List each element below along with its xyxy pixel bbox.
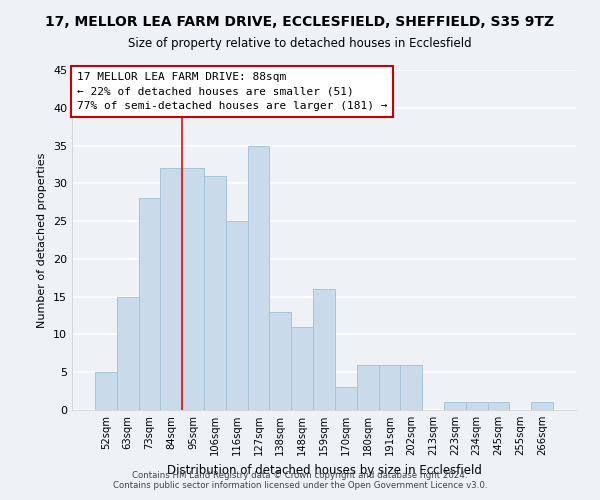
Bar (313, 289, 335, 410)
X-axis label: Distribution of detached houses by size in Ecclesfield: Distribution of detached houses by size … (167, 464, 481, 476)
Bar (335, 388, 357, 410)
Bar (182, 168, 204, 410)
Bar (248, 146, 269, 410)
Bar (379, 364, 400, 410)
Bar (291, 327, 313, 410)
Bar (204, 176, 226, 410)
Bar (269, 312, 291, 410)
Bar (444, 402, 466, 410)
Text: 17 MELLOR LEA FARM DRIVE: 88sqm
← 22% of detached houses are smaller (51)
77% of: 17 MELLOR LEA FARM DRIVE: 88sqm ← 22% of… (77, 72, 388, 112)
Text: 17, MELLOR LEA FARM DRIVE, ECCLESFIELD, SHEFFIELD, S35 9TZ: 17, MELLOR LEA FARM DRIVE, ECCLESFIELD, … (46, 15, 554, 29)
Bar (488, 402, 509, 410)
Bar (466, 402, 488, 410)
Bar (400, 364, 422, 410)
Bar (160, 168, 182, 410)
Text: Contains HM Land Registry data © Crown copyright and database right 2024.
Contai: Contains HM Land Registry data © Crown c… (113, 470, 487, 490)
Bar (95, 372, 117, 410)
Y-axis label: Number of detached properties: Number of detached properties (37, 152, 47, 328)
Text: Size of property relative to detached houses in Ecclesfield: Size of property relative to detached ho… (128, 38, 472, 51)
Bar (117, 296, 139, 410)
Bar (357, 364, 379, 410)
Bar (531, 402, 553, 410)
Bar (226, 221, 248, 410)
Bar (139, 198, 160, 410)
